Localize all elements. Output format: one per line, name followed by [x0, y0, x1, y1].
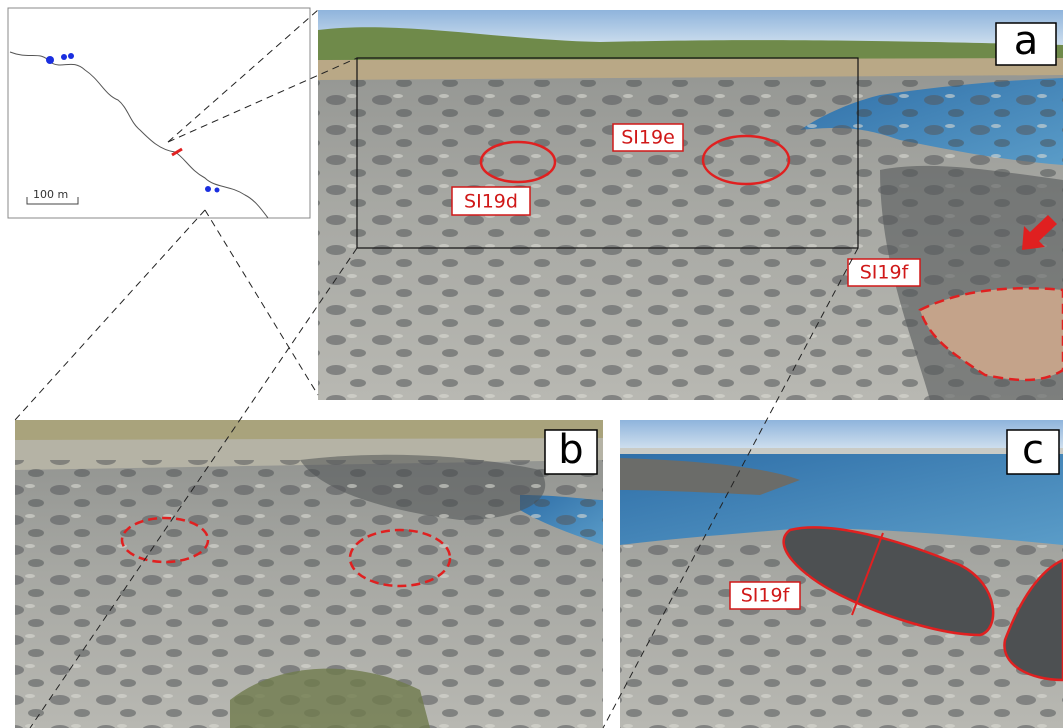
- panel-label: b: [558, 427, 583, 473]
- site-dot: [205, 186, 211, 192]
- site-dot: [46, 56, 54, 64]
- photo-a: [318, 10, 1063, 400]
- map-panel: 100 m: [8, 8, 310, 218]
- photo-b: [15, 420, 603, 728]
- scale-label: 100 m: [33, 188, 68, 201]
- annotation: SI19e: [621, 127, 675, 149]
- photo-c: [620, 420, 1063, 728]
- panel-label: a: [1014, 18, 1039, 64]
- site-dot: [61, 54, 67, 60]
- site-dot: [68, 53, 74, 59]
- map-frame: [8, 8, 310, 218]
- annotation: SI19d: [464, 191, 518, 213]
- figure: 100 m SI19e SI19d SI19f a b: [0, 0, 1063, 728]
- panel-label: c: [1022, 427, 1044, 473]
- site-dot: [215, 188, 220, 193]
- annotation: SI19f: [860, 262, 910, 284]
- annotation: SI19f: [741, 585, 791, 607]
